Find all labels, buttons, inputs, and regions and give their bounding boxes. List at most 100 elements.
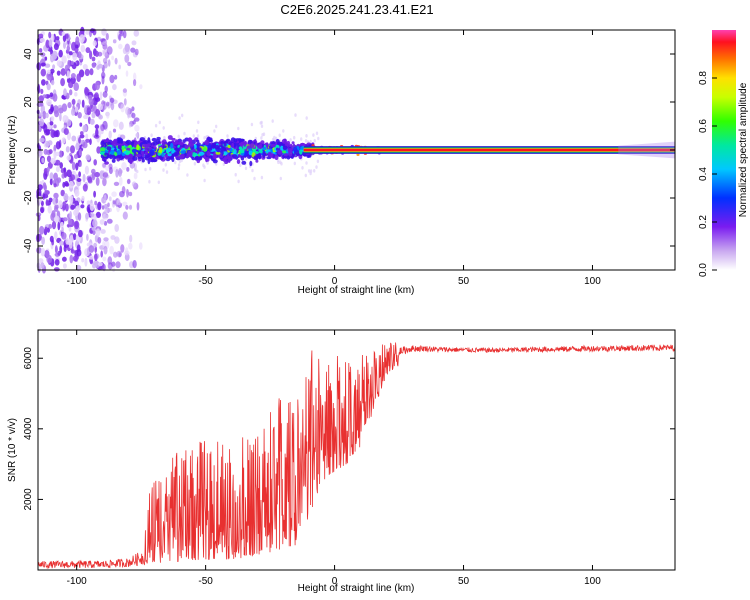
spectrogram-xtick-label: 100	[584, 276, 601, 287]
spectrogram-scatter-mark	[103, 49, 108, 57]
spectrogram-scatter-mark	[53, 124, 57, 129]
spectrogram-scatter-mark	[102, 91, 108, 98]
spectrogram-burst-mark	[275, 144, 280, 149]
spectrogram-xtick-label: -100	[67, 276, 87, 287]
spectrogram-scatter-mark	[49, 235, 54, 243]
spectrogram-scatter-mark	[86, 107, 92, 116]
spectrogram-scatter-mark	[94, 171, 100, 178]
spectrogram-scatter-mark	[62, 34, 67, 42]
spectrogram-burst-mark	[103, 159, 107, 163]
spectrogram-burst-mark	[192, 152, 197, 158]
spectrogram-scatter-mark	[103, 194, 107, 202]
spectrogram-halo-mark	[305, 116, 308, 120]
spectrogram-scatter-mark	[82, 173, 86, 183]
snr-ylabel: SNR (10 * v/v)	[7, 418, 18, 482]
spectrogram-scatter-mark	[80, 131, 84, 136]
spectrogram-halo-mark	[135, 133, 138, 138]
spectrogram-scatter-mark	[73, 154, 79, 159]
spectrogram-halo-mark	[197, 120, 200, 125]
spectrogram-scatter-mark	[100, 124, 105, 132]
spectrogram-burst-mark	[121, 145, 125, 150]
spectrogram-burst-mark	[202, 147, 207, 152]
spectrogram-halo-mark	[253, 176, 256, 181]
spectrogram-scatter-mark	[122, 88, 127, 93]
spectrogram-halo-mark	[313, 138, 316, 143]
spectrogram-halo-mark	[177, 166, 180, 171]
spectrogram-scatter-mark	[116, 198, 121, 206]
spectrogram-halo-mark	[157, 180, 160, 185]
spectrogram-halo-mark	[260, 175, 264, 180]
spectrogram-scatter-mark	[48, 149, 53, 155]
spectrogram-halo-mark	[245, 157, 248, 161]
spectrogram-burst-mark	[178, 154, 184, 160]
spectrogram-scatter-mark	[53, 43, 59, 51]
spectrogram-halo-mark	[234, 172, 237, 177]
spectrogram-scatter-mark	[132, 120, 136, 125]
spectrogram-halo-mark	[307, 169, 311, 173]
spectrogram-scatter-mark	[91, 56, 96, 62]
spectrogram-scatter-mark	[44, 226, 48, 231]
spectrogram-scatter-mark	[107, 59, 111, 67]
spectrogram-scatter-mark	[109, 245, 114, 255]
spectrogram-burst-mark	[114, 148, 117, 152]
spectrogram-scatter-mark	[54, 216, 59, 223]
spectrogram-ylabel: Frequency (Hz)	[7, 116, 18, 185]
spectrogram-burst-mark	[141, 158, 145, 163]
spectrogram-scatter-mark	[99, 170, 105, 180]
colorbar-tick-label: 0.6	[698, 119, 709, 133]
spectrogram-scatter-mark	[109, 97, 115, 104]
spectrogram-scatter-mark	[90, 28, 95, 33]
spectrogram-scatter-mark	[89, 259, 93, 265]
spectrogram-burst-mark	[194, 156, 199, 161]
spectrogram-scatter-mark	[98, 262, 103, 267]
spectrogram-halo-mark	[203, 136, 206, 140]
spectrogram-scatter-mark	[129, 234, 133, 243]
spectrogram-scatter-mark	[53, 130, 59, 138]
spectrogram-burst-mark	[258, 153, 262, 160]
spectrogram-scatter-mark	[117, 167, 123, 177]
spectrogram-scatter-mark	[111, 261, 116, 267]
spectrogram-scatter-mark	[81, 195, 85, 202]
spectrogram-scatter-mark	[50, 106, 54, 112]
snr-ytick-label: 2000	[23, 488, 34, 511]
spectrogram-burst-mark	[153, 146, 157, 150]
spectrogram-scatter-mark	[37, 149, 43, 157]
spectrogram-burst-mark	[270, 143, 277, 148]
spectrogram-ytick-label: 20	[23, 96, 34, 108]
spectrogram-transition-mark	[311, 144, 315, 147]
spectrogram-scatter-mark	[56, 70, 61, 76]
spectrogram-scatter-mark	[106, 112, 110, 119]
spectrogram-burst-mark	[159, 156, 164, 161]
spectrogram-burst-mark	[162, 145, 167, 149]
spectrogram-scatter-mark	[75, 44, 79, 49]
spectrogram-scatter-mark	[89, 255, 94, 260]
spectrogram-halo-mark	[215, 124, 218, 129]
spectrogram-halo-mark	[261, 133, 264, 137]
spectrogram-scatter-mark	[94, 200, 98, 206]
spectrogram-burst-mark	[123, 150, 127, 154]
spectrogram-halo-mark	[193, 161, 197, 166]
spectrogram-scatter-mark	[131, 181, 137, 188]
spectrogram-scatter-mark	[89, 203, 95, 211]
spectrogram-burst-mark	[282, 150, 287, 154]
spectrogram-scatter-mark	[102, 172, 109, 178]
spectrogram-burst-mark	[224, 160, 229, 164]
spectrogram-carrier-flare	[618, 141, 675, 159]
spectrogram-halo-mark	[316, 159, 320, 164]
spectrogram-scatter-mark	[64, 182, 70, 187]
spectrogram-scatter-mark	[108, 130, 112, 139]
spectrogram-burst-mark	[293, 146, 298, 153]
spectrogram-burst-mark	[282, 145, 288, 150]
spectrogram-burst-mark	[239, 138, 245, 142]
spectrogram-scatter-mark	[74, 221, 79, 228]
spectrogram-scatter-mark	[62, 263, 67, 269]
spectrogram-scatter-mark	[100, 250, 103, 258]
spectrogram-scatter-mark	[40, 247, 46, 257]
spectrogram-scatter-mark	[113, 251, 118, 258]
spectrogram-scatter-mark	[86, 200, 91, 206]
spectrogram-scatter-mark	[95, 128, 99, 138]
spectrogram-burst-mark	[165, 147, 171, 154]
spectrogram-burst-mark	[116, 149, 122, 155]
spectrogram-scatter-mark	[61, 137, 66, 144]
spectrogram-halo-mark	[304, 139, 308, 143]
